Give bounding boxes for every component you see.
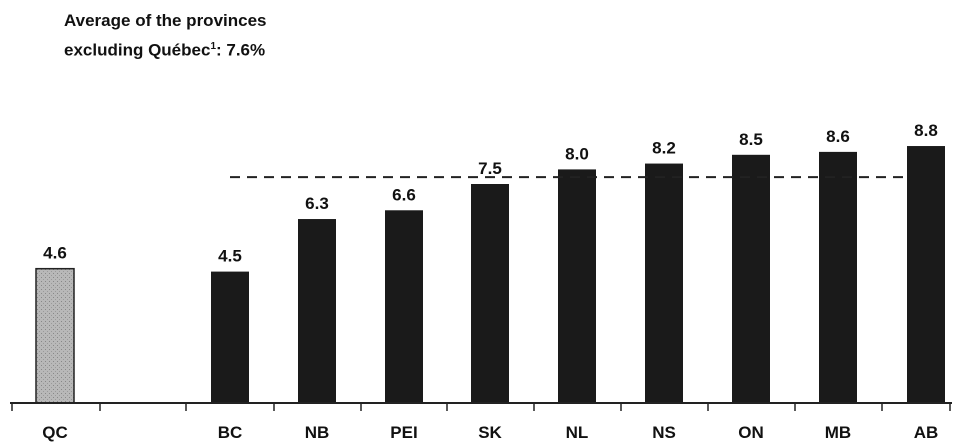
tick-label-sk: SK — [478, 423, 502, 442]
tick-label-qc: QC — [42, 423, 68, 442]
average-annotation: Average of the provinces excluding Québe… — [64, 8, 267, 64]
x-axis-ticks — [11, 403, 951, 411]
average-annotation-line2: excluding Québec1: 7.6% — [64, 34, 267, 64]
value-label-ns: 8.2 — [652, 139, 676, 158]
bar-ns — [645, 163, 683, 403]
bar-qc — [35, 267, 75, 404]
tick-label-nb: NB — [305, 423, 330, 442]
tick-label-mb: MB — [825, 423, 851, 442]
value-label-nb: 6.3 — [305, 194, 329, 213]
value-label-qc: 4.6 — [43, 244, 67, 263]
value-labels-group: 4.6 4.5 6.3 6.6 7.5 8.0 8.2 8.5 8.6 8.8 — [43, 121, 938, 266]
average-annotation-value: : 7.6% — [216, 40, 266, 60]
footnote-marker: 1 — [210, 41, 216, 52]
tick-label-pei: PEI — [390, 423, 417, 442]
value-label-sk: 7.5 — [478, 159, 502, 178]
bar-pei — [385, 210, 423, 403]
tick-label-nl: NL — [566, 423, 589, 442]
bar-bc — [211, 271, 249, 403]
value-label-nl: 8.0 — [565, 144, 589, 163]
value-label-on: 8.5 — [739, 130, 763, 149]
tick-label-ab: AB — [914, 423, 939, 442]
value-label-pei: 6.6 — [392, 185, 416, 204]
bar-nl — [558, 169, 596, 403]
bar-ab — [907, 146, 945, 404]
bar-mb — [819, 151, 857, 403]
bars-group — [35, 146, 945, 404]
average-annotation-text: excluding Québec — [64, 40, 211, 60]
tick-label-ns: NS — [652, 423, 676, 442]
bar-nb — [298, 219, 336, 403]
average-annotation-line1: Average of the provinces — [64, 11, 267, 30]
value-label-bc: 4.5 — [218, 247, 242, 266]
tick-label-bc: BC — [218, 423, 243, 442]
x-axis-tick-labels: QC BC NB PEI SK NL NS ON MB AB — [42, 423, 938, 442]
tick-label-on: ON — [738, 423, 764, 442]
value-label-ab: 8.8 — [914, 121, 938, 140]
value-label-mb: 8.6 — [826, 127, 850, 146]
bar-on — [732, 154, 770, 403]
bar-sk — [471, 184, 509, 403]
